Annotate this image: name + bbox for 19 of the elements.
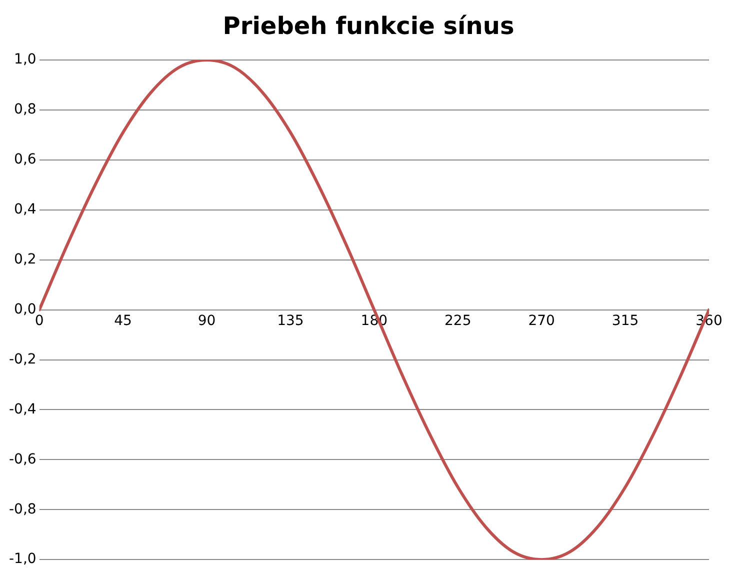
- y-tick-label: 0,8: [14, 102, 36, 118]
- chart-title: Priebeh funkcie sínus: [222, 12, 516, 40]
- x-tick-label: 315: [612, 312, 639, 329]
- y-tick-label: 0,2: [14, 251, 36, 268]
- x-tick-label: 135: [277, 312, 304, 329]
- y-tick-label: -0,8: [8, 501, 36, 518]
- y-tick-label: 1,0: [14, 52, 36, 68]
- y-tick-label: -0,6: [8, 451, 36, 468]
- y-tick-label: -1,0: [8, 551, 36, 568]
- y-tick-label: -0,4: [8, 401, 36, 418]
- x-tick-label: 270: [528, 312, 555, 329]
- y-tick-label: 0,4: [14, 202, 36, 218]
- x-tick-label: 225: [444, 312, 472, 329]
- x-tick-label: 0: [34, 312, 44, 329]
- y-tick-label: -0,2: [8, 351, 36, 368]
- y-tick-label: 0,0: [14, 301, 36, 318]
- x-tick-label: 45: [114, 312, 132, 329]
- x-tick-label: 90: [198, 312, 216, 329]
- y-tick-label: 0,6: [14, 152, 36, 168]
